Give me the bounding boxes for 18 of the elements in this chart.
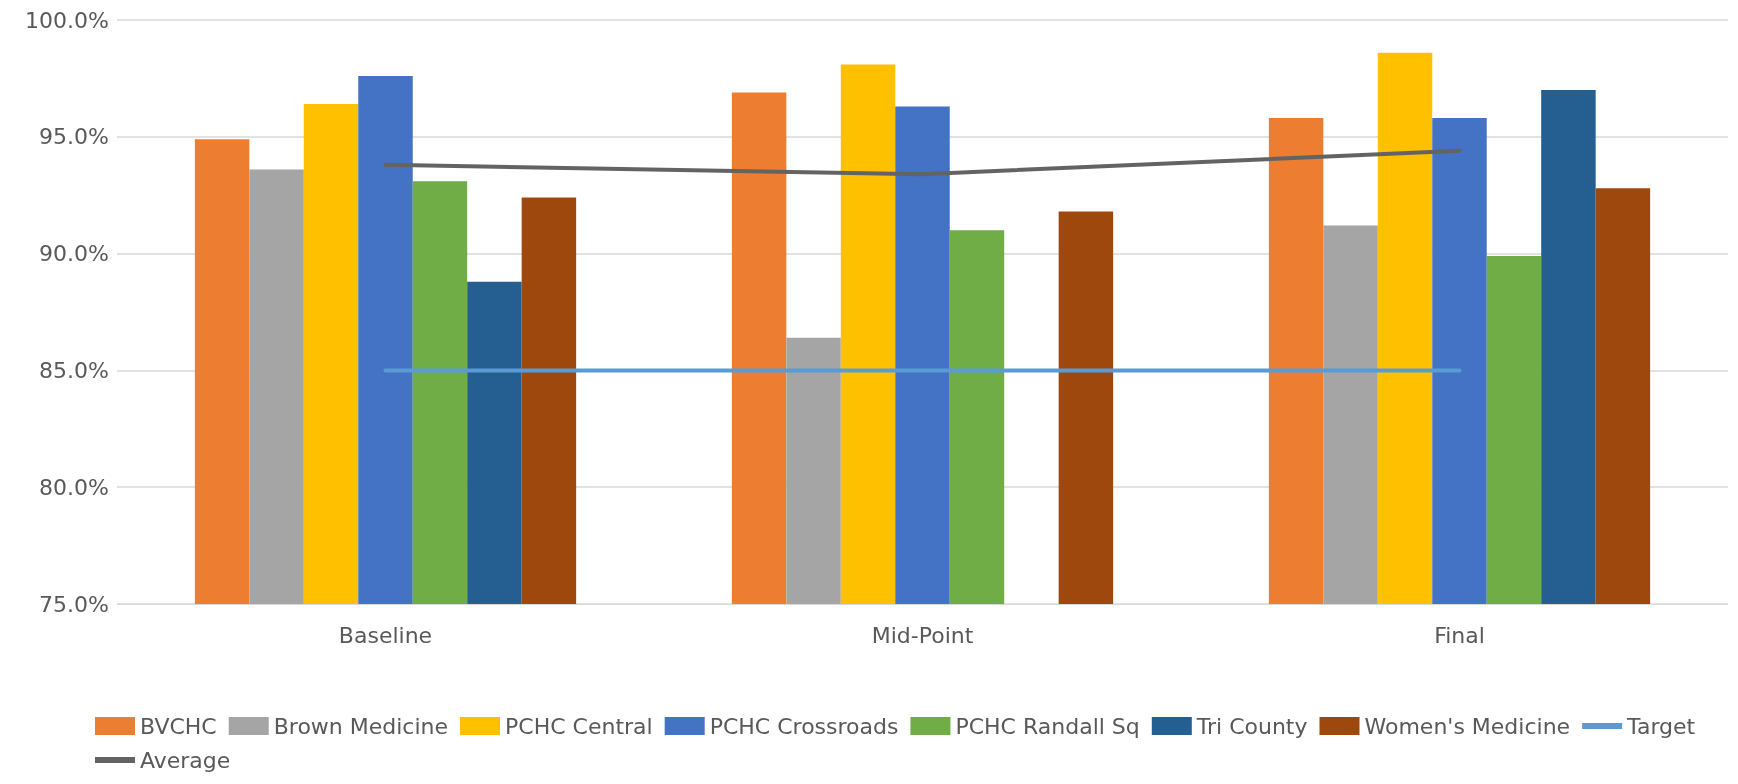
y-tick-label: 100.0%: [25, 7, 109, 33]
legend-label: Women's Medicine: [1364, 713, 1571, 739]
x-tick-label: Baseline: [338, 622, 433, 648]
y-tick-label: 85.0%: [39, 357, 109, 383]
legend-label: BVCHC: [140, 713, 217, 739]
legend-label: PCHC Crossroads: [709, 713, 899, 739]
legend-label: Average: [140, 747, 231, 773]
y-tick-label: 95.0%: [39, 124, 109, 150]
y-tick-label: 90.0%: [39, 241, 109, 267]
legend-label: PCHC Central: [505, 713, 653, 739]
legend-label: Target: [1626, 713, 1696, 739]
legend-label: Tri County: [1195, 713, 1308, 739]
legend-label: PCHC Randall Sq: [955, 713, 1140, 739]
x-tick-label: Mid-Point: [871, 622, 974, 648]
y-tick-label: 75.0%: [39, 591, 109, 617]
x-tick-label: Final: [1434, 622, 1485, 648]
legend-label: Brown Medicine: [273, 713, 449, 739]
y-tick-label: 80.0%: [39, 474, 109, 500]
